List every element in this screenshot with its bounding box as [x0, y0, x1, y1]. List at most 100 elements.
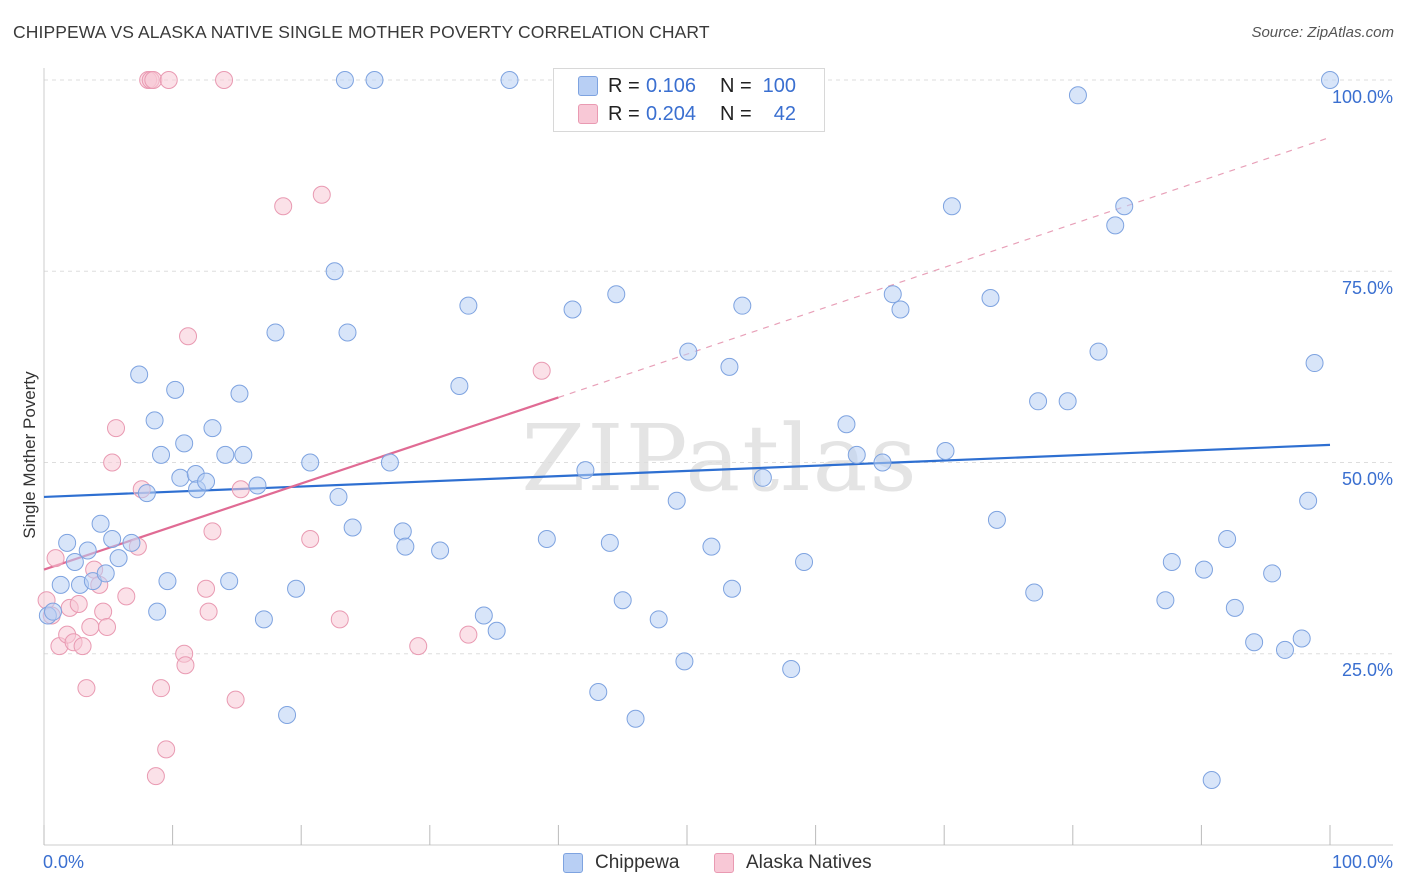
point-chippewa	[203, 419, 222, 438]
legend-n-label: N =	[720, 102, 752, 125]
legend-n-value: 42	[773, 102, 796, 125]
point-chippewa	[393, 522, 412, 541]
point-chippewa	[576, 461, 595, 480]
point-chippewa	[431, 541, 450, 560]
point-chippewa	[152, 445, 171, 464]
point-alaska-natives	[94, 602, 113, 621]
point-chippewa	[873, 453, 892, 472]
point-chippewa	[891, 300, 910, 319]
point-alaska-natives	[103, 453, 122, 472]
point-alaska-natives	[176, 656, 195, 675]
point-chippewa	[220, 572, 239, 591]
point-alaska-natives	[73, 637, 92, 656]
point-chippewa	[158, 572, 177, 591]
point-chippewa	[301, 453, 320, 472]
point-chippewa	[166, 380, 185, 399]
point-chippewa	[679, 342, 698, 361]
point-chippewa	[254, 610, 273, 629]
point-alaska-natives	[81, 617, 100, 636]
y-tick-label-50: 50.0%	[1341, 469, 1393, 489]
point-chippewa	[500, 71, 519, 89]
point-alaska-natives	[197, 579, 216, 598]
point-chippewa	[1225, 598, 1244, 617]
bottom-legend-label-chippewa: Chippewa	[595, 852, 680, 873]
point-chippewa	[335, 71, 354, 89]
point-chippewa	[883, 285, 902, 304]
bottom-legend-chippewa: Chippewa	[563, 852, 680, 874]
point-chippewa	[1245, 633, 1264, 652]
legend-r-value: 0.106	[646, 74, 697, 97]
point-chippewa	[145, 411, 164, 430]
point-chippewa	[1115, 197, 1134, 216]
point-chippewa	[171, 468, 190, 487]
point-chippewa	[600, 533, 619, 552]
point-chippewa	[1089, 342, 1108, 361]
point-chippewa	[675, 652, 694, 671]
point-chippewa	[58, 533, 77, 552]
trend-line-alaska-natives-extension	[558, 136, 1331, 399]
point-chippewa	[1275, 640, 1294, 659]
point-chippewa	[782, 660, 801, 679]
point-chippewa	[720, 357, 739, 376]
point-alaska-natives	[152, 679, 171, 698]
point-chippewa	[1194, 560, 1213, 579]
y-tick-label-75: 75.0%	[1341, 278, 1393, 298]
point-alaska-natives	[231, 480, 250, 499]
point-chippewa	[450, 377, 469, 395]
point-chippewa	[537, 530, 556, 548]
point-chippewa	[51, 575, 70, 594]
point-chippewa	[248, 476, 267, 495]
point-chippewa	[109, 549, 128, 568]
point-chippewa	[380, 453, 399, 472]
point-chippewa	[1305, 354, 1324, 373]
point-chippewa	[338, 323, 357, 342]
point-chippewa	[234, 445, 253, 464]
point-chippewa	[365, 71, 384, 89]
point-chippewa	[103, 530, 122, 548]
y-tick-label-25: 25.0%	[1341, 660, 1393, 680]
point-alaska-natives	[330, 610, 349, 629]
point-chippewa	[130, 365, 149, 384]
point-chippewa	[702, 537, 721, 556]
point-chippewa	[325, 262, 344, 281]
legend-n-label: N =	[720, 74, 752, 97]
point-chippewa	[733, 296, 752, 315]
point-chippewa	[91, 514, 110, 533]
point-chippewa	[607, 285, 626, 304]
bottom-legend-label-alaska-natives: Alaska Natives	[746, 852, 872, 873]
point-alaska-natives	[203, 522, 222, 541]
point-alaska-natives	[77, 679, 96, 698]
point-chippewa	[474, 606, 493, 625]
y-tick-label-100: 100.0%	[1331, 87, 1393, 107]
bottom-legend-alaska-natives: Alaska Natives	[714, 852, 872, 874]
point-chippewa	[1156, 591, 1175, 610]
point-alaska-natives	[46, 549, 65, 568]
point-chippewa	[987, 510, 1006, 529]
point-chippewa	[589, 683, 608, 701]
point-chippewa	[1202, 770, 1221, 789]
point-chippewa	[1029, 392, 1048, 411]
point-chippewa	[1218, 530, 1237, 548]
source-label: Source: ZipAtlas.com	[1251, 24, 1394, 41]
legend-r-label: R =	[608, 74, 640, 97]
point-chippewa	[981, 289, 1000, 308]
point-alaska-natives	[107, 419, 126, 438]
point-chippewa	[942, 197, 961, 216]
point-chippewa	[1321, 71, 1339, 89]
bottom-legend-swatch-alaska-natives	[714, 853, 734, 873]
point-alaska-natives	[409, 637, 428, 656]
chart-title: CHIPPEWA VS ALASKA NATIVE SINGLE MOTHER …	[13, 22, 710, 42]
point-chippewa	[1106, 216, 1125, 235]
point-chippewa	[563, 300, 582, 319]
y-axis-label: Single Mother Poverty	[20, 371, 39, 539]
grid-lines	[44, 79, 1393, 655]
point-chippewa	[613, 591, 632, 610]
point-chippewa	[65, 552, 84, 571]
point-chippewa	[122, 533, 141, 552]
point-chippewa	[1299, 491, 1318, 510]
point-chippewa	[216, 445, 235, 464]
point-alaska-natives	[312, 185, 331, 204]
axes	[43, 68, 1393, 846]
point-chippewa	[753, 468, 772, 487]
stats-legend: R = 0.106 N = 100 R = 0.204 N = 42	[553, 68, 825, 132]
